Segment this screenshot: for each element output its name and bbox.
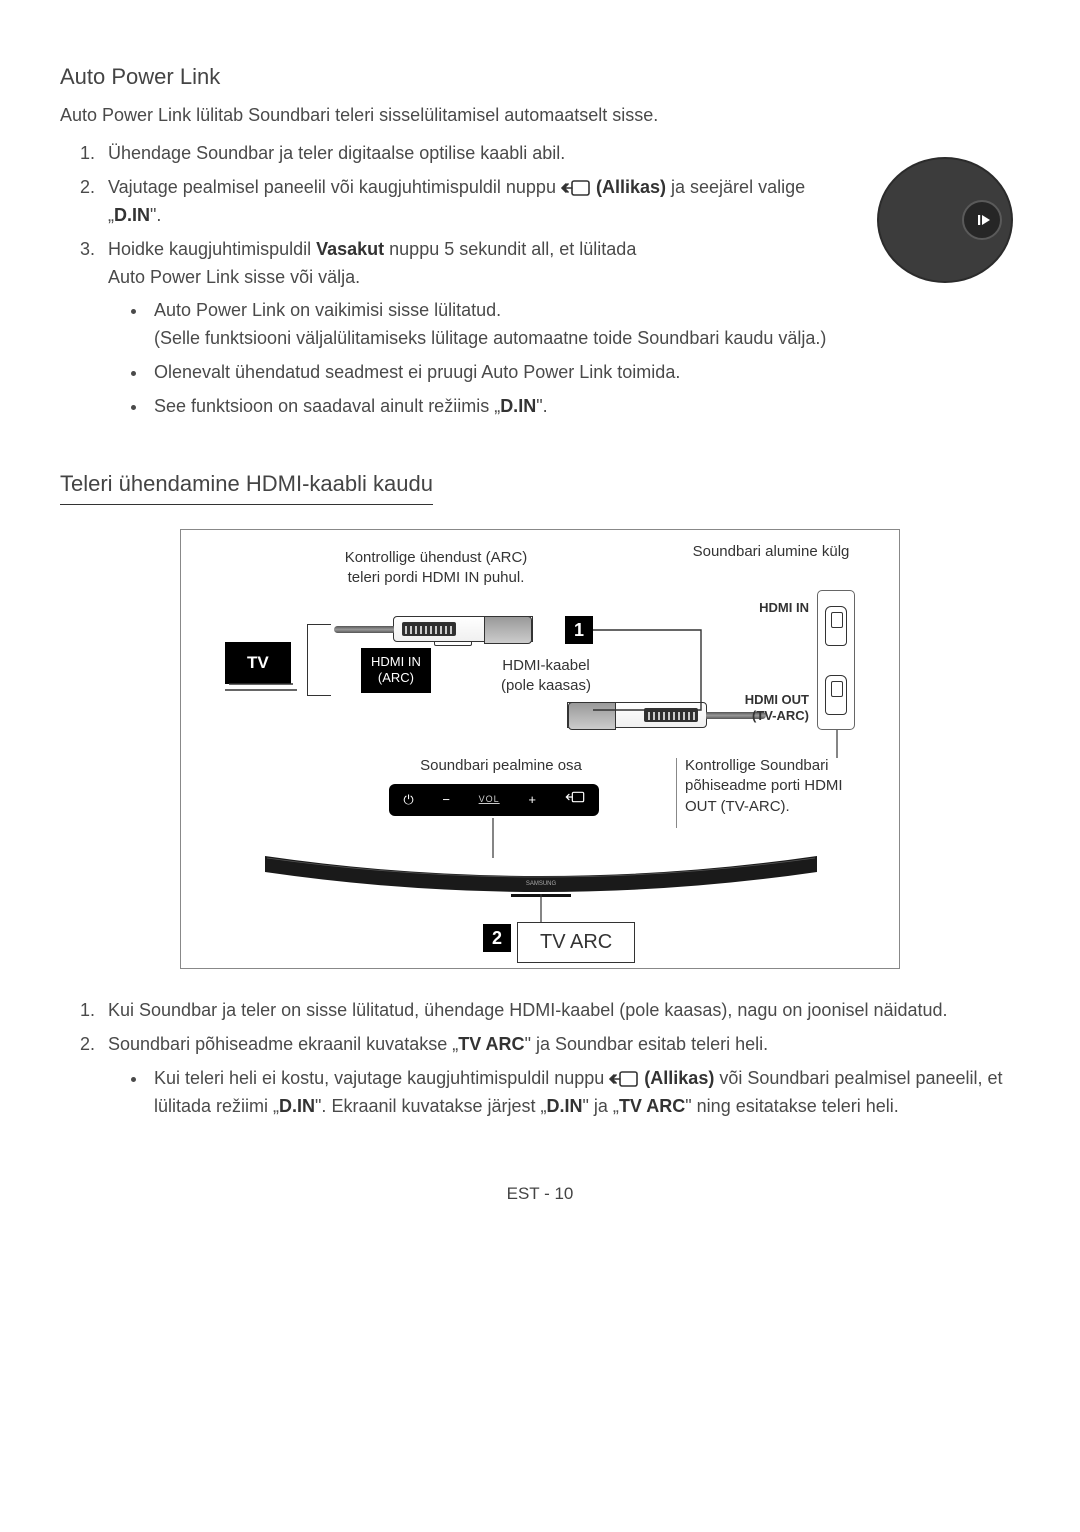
source-icon (609, 1070, 639, 1088)
tv-label-box: TV (225, 642, 291, 684)
source-icon-panel (565, 790, 585, 810)
remote-puck-illustration (870, 150, 1020, 290)
soundbar-device: SAMSUNG (261, 850, 821, 894)
check-soundbar-label: Kontrollige Soundbari põhiseadme porti H… (685, 756, 875, 817)
hdmi-out-port-label: HDMI OUT (TV-ARC) (745, 692, 809, 725)
apl-intro: Auto Power Link lülitab Soundbari teleri… (60, 102, 1020, 130)
hdmi-cable-label: HDMI-kaabel (pole kaasas) (481, 656, 611, 697)
soundbar-top-label: Soundbari pealmine osa (391, 756, 611, 776)
apl-bullet-1: Auto Power Link on vaikimisi sisse lülit… (148, 297, 1020, 353)
page-footer: EST - 10 (60, 1181, 1020, 1207)
svg-text:SAMSUNG: SAMSUNG (526, 881, 557, 887)
auto-power-link-heading: Auto Power Link (60, 60, 1020, 94)
connection-diagram: Kontrollige ühendust (ARC) teleri pordi … (180, 529, 900, 969)
tv-arc-display-box: TV ARC (517, 922, 635, 963)
apl-step-1-text: Ühendage Soundbar ja teler digitaalse op… (108, 143, 565, 163)
hdmi-plug-1 (393, 616, 533, 642)
apl-bullet-3: See funktsioon on saadaval ainult režiim… (148, 393, 1020, 421)
hdmi-step-2: Soundbari põhiseadme ekraanil kuvatakse … (100, 1031, 1020, 1121)
diagram-step-2-badge: 2 (483, 924, 511, 952)
hdmi-section-heading: Teleri ühendamine HDMI-kaabli kaudu (60, 467, 433, 505)
hdmi-in-arc-box: HDMI IN (ARC) (361, 648, 431, 693)
hdmi-bullet-1: Kui teleri heli ei kostu, vajutage kaugj… (148, 1065, 1020, 1121)
hdmi-out-port (825, 675, 847, 715)
hdmi-in-port-label: HDMI IN (759, 600, 809, 616)
diagram-step-1-badge: 1 (565, 616, 593, 644)
soundbar-bottom-label: Soundbari alumine külg (661, 542, 881, 562)
power-icon: ⏻ (403, 790, 413, 810)
connector-line (591, 628, 761, 718)
arc-check-label: Kontrollige ühendust (ARC) teleri pordi … (321, 548, 551, 589)
apl-bullet-2: Olenevalt ühendatud seadmest ei pruugi A… (148, 359, 1020, 387)
hdmi-in-port (825, 606, 847, 646)
soundbar-top-panel: ⏻ − VOL + (389, 784, 599, 816)
hdmi-step-1: Kui Soundbar ja teler on sisse lülitatud… (100, 997, 1020, 1025)
soundbar-ports-panel (817, 590, 855, 730)
source-icon (561, 179, 591, 197)
